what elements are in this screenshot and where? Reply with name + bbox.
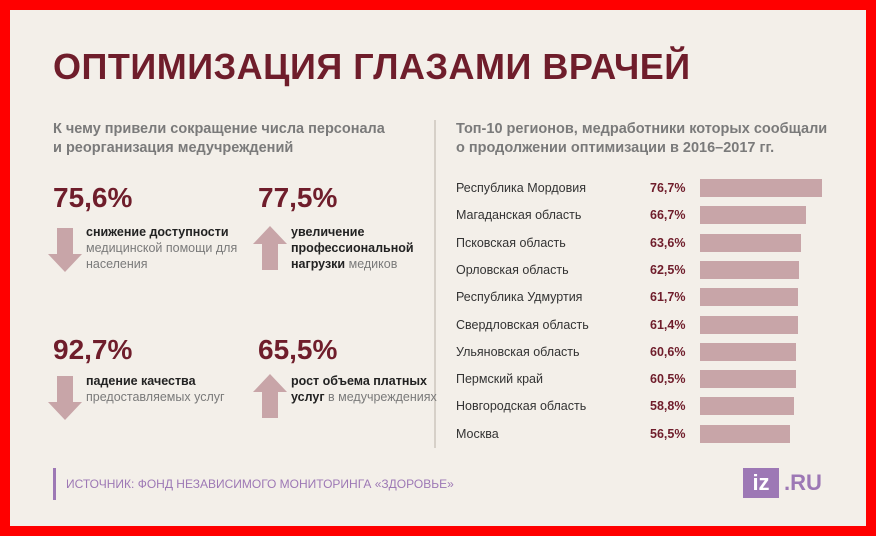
arrow-up-icon (253, 374, 287, 418)
bar (700, 206, 807, 225)
value-label: 60,5% (650, 372, 686, 387)
region-label: Республика Удмуртия (456, 290, 583, 305)
stat-description: падение качества предоставляемых услуг (86, 373, 256, 405)
stat-paid-services: 65,5% (258, 334, 337, 366)
stat-description: рост объема платных услуг в медучреждени… (291, 373, 461, 405)
bar (700, 288, 799, 307)
left-subtitle-line-2: и реорганизация медучреждений (53, 140, 294, 156)
chart-subtitle: Топ-10 регионов, медработники которых со… (456, 120, 827, 158)
stat-bold-text: увеличение профессиональной нагрузки (291, 225, 414, 271)
region-label: Республика Мордовия (456, 181, 586, 195)
divider (434, 120, 436, 448)
stat-rest-text: предоставляемых услуг (86, 390, 225, 404)
stat-rest-text: в медучреждениях (328, 390, 437, 404)
stat-description: увеличение профессиональной нагрузки мед… (291, 224, 461, 272)
bar (700, 397, 794, 416)
stat-workload: 77,5% (258, 182, 337, 214)
stat-value: 65,5% (258, 334, 338, 365)
region-label: Орловская область (456, 262, 569, 277)
region-label: Ульяновская область (456, 344, 580, 359)
bar-row: Республика Мордовия 76,7% (456, 179, 836, 199)
stat-value: 75,6% (53, 182, 133, 213)
value-label: 56,5% (650, 426, 686, 441)
stat-value: 92,7% (53, 334, 133, 365)
region-label: Москва (456, 426, 499, 441)
source-accent-bar (53, 468, 56, 500)
bar (700, 370, 797, 389)
stat-value: 77,5% (258, 182, 338, 213)
left-subtitle-line-1: К чему привели сокращение числа персонал… (53, 121, 385, 137)
left-subtitle: К чему привели сокращение числа персонал… (53, 120, 385, 158)
bar (700, 424, 790, 443)
stat-description: снижение доступности медицинской помощи … (86, 224, 256, 272)
source-note: ИСТОЧНИК: ФОНД НЕЗАВИСИМОГО МОНИТОРИНГА … (66, 477, 454, 491)
logo-iz-box: iz (743, 468, 779, 498)
region-label: Пермский край (456, 372, 543, 387)
region-label: Магаданская область (456, 208, 582, 223)
bar-row: Москва 56,5% (456, 424, 836, 445)
stat-quality: 92,7% (53, 334, 132, 366)
stat-bold-text: рост объема платных услуг (291, 374, 427, 404)
bar (700, 315, 798, 334)
stat-bold-text: падение качества (86, 374, 196, 388)
region-label: Псковская область (456, 235, 566, 250)
region-label: Новгородская область (456, 399, 587, 414)
value-label: 62,5% (650, 262, 686, 277)
chart-subtitle-line-1: Топ-10 регионов, медработники которых со… (456, 121, 828, 137)
value-label: 60,6% (650, 344, 686, 359)
value-label: 61,7% (650, 290, 686, 305)
bar-row: Магаданская область 66,7% (456, 206, 836, 226)
stat-accessibility: 75,6% (53, 182, 132, 214)
bar-row: Орловская область 62,5% (456, 260, 836, 281)
bar (700, 342, 797, 361)
region-label: Свердловская область (456, 317, 589, 332)
bar (700, 233, 802, 252)
bar-row: Новгородская область 58,8% (456, 397, 836, 417)
arrow-down-icon (48, 228, 82, 272)
bar (700, 179, 822, 197)
value-label: 66,7% (650, 208, 686, 223)
bar-row: Свердловская область 61,4% (456, 315, 836, 336)
bar-row: Республика Удмуртия 61,7% (456, 288, 836, 308)
infographic-panel: ОПТИМИЗАЦИЯ ГЛАЗАМИ ВРАЧЕЙ К чему привел… (10, 10, 866, 526)
value-label: 61,4% (650, 317, 686, 332)
stat-rest-text: медиков (348, 257, 398, 271)
chart-subtitle-line-2: о продолжении оптимизации в 2016–2017 гг… (456, 140, 775, 156)
bar (700, 260, 800, 279)
value-label: 58,8% (650, 399, 686, 414)
page-title: ОПТИМИЗАЦИЯ ГЛАЗАМИ ВРАЧЕЙ (53, 46, 691, 87)
value-label: 63,6% (650, 235, 686, 250)
arrow-down-icon (48, 376, 82, 420)
logo-ru-text: .RU (784, 470, 822, 495)
value-label: 76,7% (650, 181, 686, 195)
stat-bold-text: снижение доступности (86, 225, 229, 239)
bar-row: Псковская область 63,6% (456, 233, 836, 254)
stat-rest-text: медицинской помощи для населения (86, 241, 238, 271)
bar-row: Ульяновская область 60,6% (456, 342, 836, 363)
bar-row: Пермский край 60,5% (456, 370, 836, 390)
arrow-up-icon (253, 226, 287, 270)
